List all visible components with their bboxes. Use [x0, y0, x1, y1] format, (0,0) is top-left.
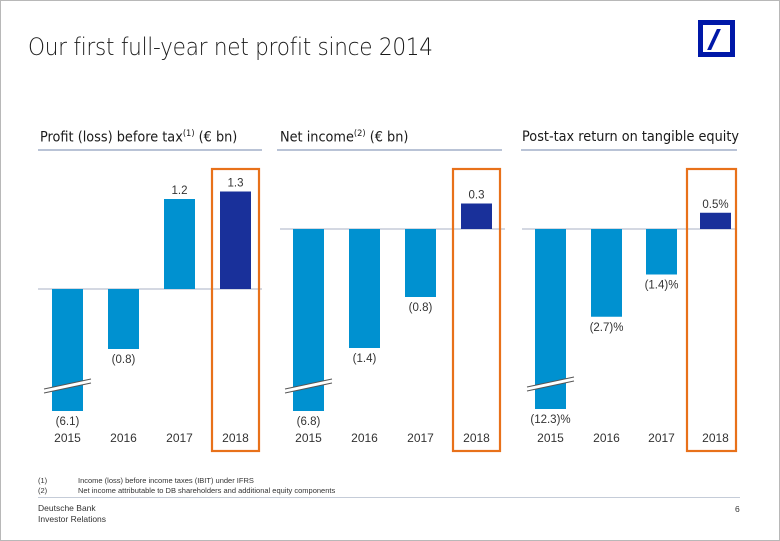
footnote-text: Income (loss) before income taxes (IBIT)…	[78, 476, 254, 485]
data-label: 1.2	[172, 185, 188, 197]
bar-2016	[108, 289, 139, 349]
bar-2017	[646, 229, 677, 275]
category-label: 2015	[295, 431, 322, 445]
chart-title-text: Post-tax return on tangible equity	[522, 129, 740, 145]
category-label: 2017	[648, 431, 675, 445]
bar-2016	[591, 229, 622, 317]
data-label: (12.3)%	[530, 414, 570, 426]
footnote-ref: (1)	[182, 129, 195, 139]
category-label: 2016	[593, 431, 620, 445]
category-label: 2015	[54, 431, 81, 445]
axis-break-gap	[44, 379, 91, 393]
slide-title: Our first full-year net profit since 201…	[28, 33, 433, 61]
data-label: 0.5%	[702, 199, 728, 211]
axis-break-mark	[284, 378, 333, 390]
data-label: (1.4)%	[645, 280, 679, 292]
category-label: 2017	[407, 431, 434, 445]
highlight-box-2018	[451, 167, 502, 453]
data-label: (0.8)	[112, 354, 136, 366]
highlight-box-2018	[685, 167, 738, 453]
data-label: (1.4)	[353, 353, 377, 365]
data-label: (6.1)	[56, 416, 80, 428]
category-label: 2018	[222, 431, 249, 445]
chart-title-text: Net income	[280, 129, 354, 146]
footnote-text: Net income attributable to DB shareholde…	[78, 486, 336, 495]
footnote-ref: (2)	[353, 129, 366, 139]
axis-break-mark	[43, 378, 92, 390]
axis-break-gap	[527, 377, 574, 391]
category-label: 2018	[702, 431, 729, 445]
footer-department: Investor Relations	[38, 514, 107, 524]
bar-2016	[349, 229, 380, 348]
category-label: 2015	[537, 431, 564, 445]
bar-2017	[405, 229, 436, 297]
bar-2018	[220, 191, 251, 289]
bar-2015	[52, 289, 83, 411]
data-label: 1.3	[228, 178, 244, 190]
highlight-box-2018	[210, 167, 261, 453]
chart-title-rote: Post-tax return on tangible equity	[522, 129, 739, 145]
chart-title-rule	[38, 149, 262, 151]
data-label: (0.8)	[409, 302, 433, 314]
chart-unit: (€ bn)	[198, 129, 238, 146]
axis-break-mark	[526, 376, 575, 388]
category-label: 2016	[110, 431, 137, 445]
data-label: (2.7)%	[590, 322, 624, 334]
bar-2018	[700, 212, 731, 229]
axis-break-mark	[43, 382, 92, 394]
category-label: 2017	[166, 431, 193, 445]
axis-break-mark	[526, 380, 575, 392]
category-label: 2016	[351, 431, 378, 445]
deutsche-bank-logo-icon	[698, 20, 735, 57]
axis-break-gap	[285, 379, 332, 393]
page-number: 6	[735, 504, 740, 514]
bar-2015	[293, 229, 324, 411]
chart-title-net-income: Net income(2) (€ bn)	[280, 129, 408, 146]
chart-title-rule	[521, 149, 737, 151]
footnote-number: (2)	[38, 486, 48, 495]
chart-title-text: Profit (loss) before tax	[40, 129, 183, 146]
bar-2018	[461, 203, 492, 229]
data-label: (6.8)	[297, 416, 321, 428]
chart-title-profit-before-tax: Profit (loss) before tax(1) (€ bn)	[40, 129, 237, 146]
bar-2017	[164, 199, 195, 289]
bar-2015	[535, 229, 566, 409]
axis-break-mark	[284, 382, 333, 394]
chart-title-rule	[277, 149, 502, 151]
data-label: 0.3	[469, 190, 485, 202]
footnote-number: (1)	[38, 476, 48, 485]
footer-rule	[38, 497, 740, 498]
footer-company: Deutsche Bank	[38, 503, 96, 513]
chart-unit: (€ bn)	[369, 129, 409, 146]
category-label: 2018	[463, 431, 490, 445]
